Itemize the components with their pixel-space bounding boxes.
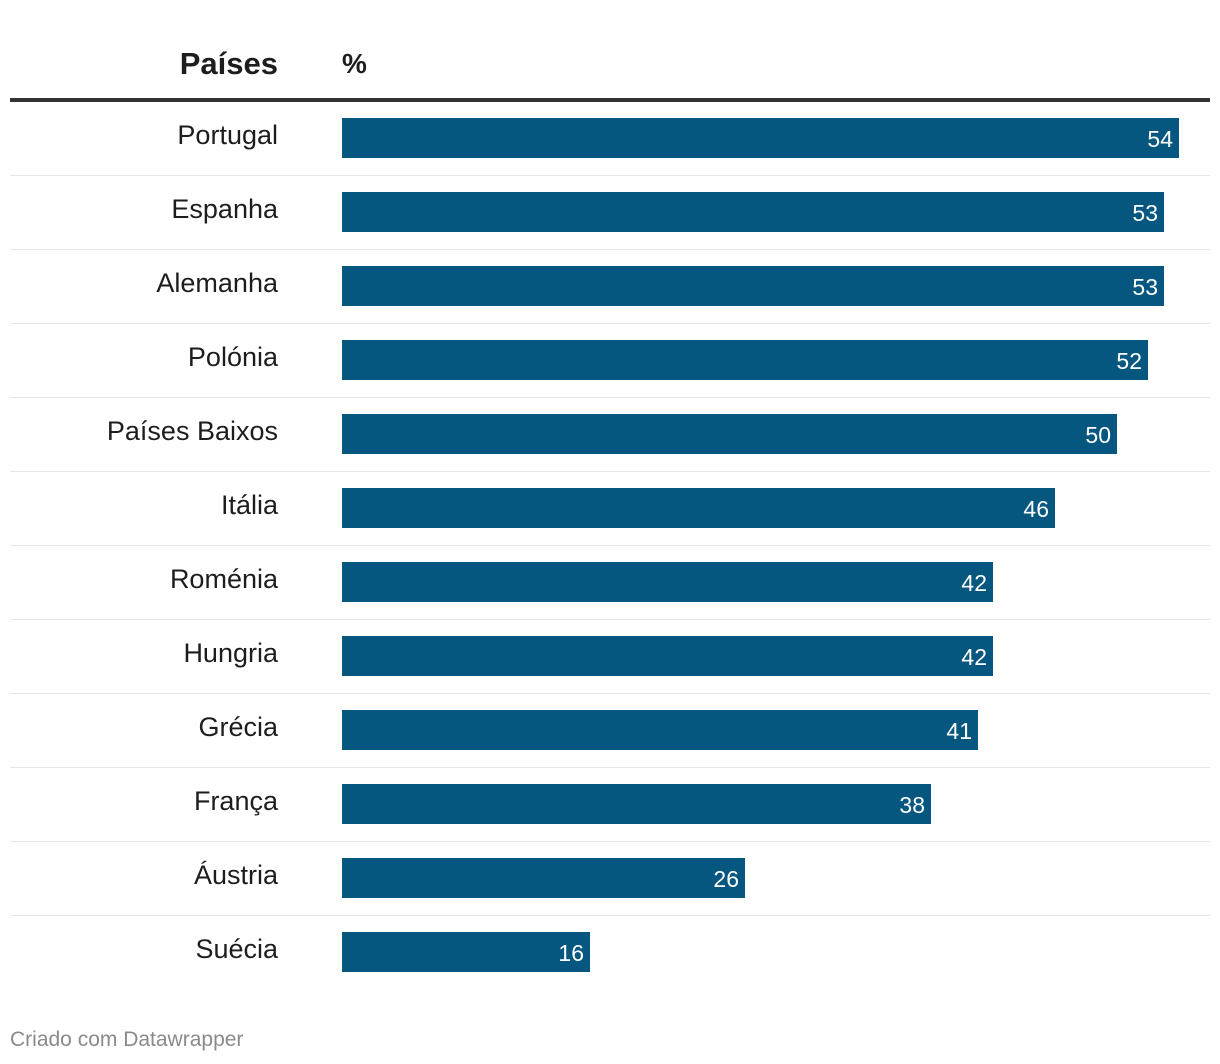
- bar-value-label: 41: [946, 718, 972, 744]
- bar: 16: [342, 932, 590, 972]
- bar-value-label: 53: [1132, 200, 1158, 226]
- bar-value-label: 54: [1147, 126, 1173, 152]
- table-row: Suécia 16: [10, 916, 1210, 990]
- table-row: Alemanha 53: [10, 250, 1210, 324]
- bar-track: 52: [342, 340, 1210, 380]
- bar-chart: Países % Portugal 54 Espanha 53 Alemanha 53 Po…: [10, 40, 1210, 990]
- bar-value-label: 46: [1023, 496, 1049, 522]
- bar-value-label: 26: [713, 866, 739, 892]
- country-label: Roménia: [169, 564, 278, 594]
- country-label: Espanha: [171, 194, 278, 224]
- bar-track: 46: [342, 488, 1210, 528]
- table-row: Roménia 42: [10, 546, 1210, 620]
- bar-track: 42: [342, 636, 1210, 676]
- country-label: Suécia: [195, 934, 278, 964]
- bar-value-label: 52: [1116, 348, 1142, 374]
- country-label: Países Baixos: [106, 416, 278, 446]
- table-row: França 38: [10, 768, 1210, 842]
- bar-value-label: 16: [558, 940, 584, 966]
- bar: 38: [342, 784, 931, 824]
- country-label: Grécia: [198, 712, 278, 742]
- country-label: Itália: [220, 490, 278, 520]
- table-row: Espanha 53: [10, 176, 1210, 250]
- table-row: Portugal 54: [10, 102, 1210, 176]
- bar: 53: [342, 192, 1164, 232]
- bar: 26: [342, 858, 745, 898]
- country-label: Hungria: [183, 638, 278, 668]
- country-label: Polónia: [187, 342, 278, 372]
- value-column-header: %: [342, 48, 367, 79]
- bar: 54: [342, 118, 1179, 158]
- bar-track: 53: [342, 192, 1210, 232]
- country-label: França: [193, 786, 278, 816]
- bar-track: 38: [342, 784, 1210, 824]
- table-row: Hungria 42: [10, 620, 1210, 694]
- bar: 50: [342, 414, 1117, 454]
- bar-track: 42: [342, 562, 1210, 602]
- country-label: Áustria: [193, 860, 278, 890]
- bar-value-label: 42: [961, 570, 987, 596]
- table-row: Grécia 41: [10, 694, 1210, 768]
- bar: 52: [342, 340, 1148, 380]
- bar-track: 50: [342, 414, 1210, 454]
- bar: 46: [342, 488, 1055, 528]
- country-column-header: Países: [179, 46, 278, 81]
- bar-track: 41: [342, 710, 1210, 750]
- bar-track: 53: [342, 266, 1210, 306]
- bar-track: 26: [342, 858, 1210, 898]
- table-row: Polónia 52: [10, 324, 1210, 398]
- table-row: Países Baixos 50: [10, 398, 1210, 472]
- bar-value-label: 50: [1085, 422, 1111, 448]
- table-row: Itália 46: [10, 472, 1210, 546]
- country-label: Alemanha: [156, 268, 278, 298]
- credit-text: Criado com Datawrapper: [10, 1028, 244, 1051]
- bar-track: 16: [342, 932, 1210, 972]
- bar-track: 54: [342, 118, 1210, 158]
- bar-value-label: 53: [1132, 274, 1158, 300]
- bar-value-label: 38: [899, 792, 925, 818]
- chart-rows: Portugal 54 Espanha 53 Alemanha 53 Polónia 52 Pa…: [10, 102, 1210, 990]
- country-label: Portugal: [177, 120, 278, 150]
- bar: 53: [342, 266, 1164, 306]
- table-header: Países %: [10, 40, 1210, 102]
- bar: 41: [342, 710, 978, 750]
- bar: 42: [342, 636, 993, 676]
- bar-value-label: 42: [961, 644, 987, 670]
- table-row: Áustria 26: [10, 842, 1210, 916]
- bar: 42: [342, 562, 993, 602]
